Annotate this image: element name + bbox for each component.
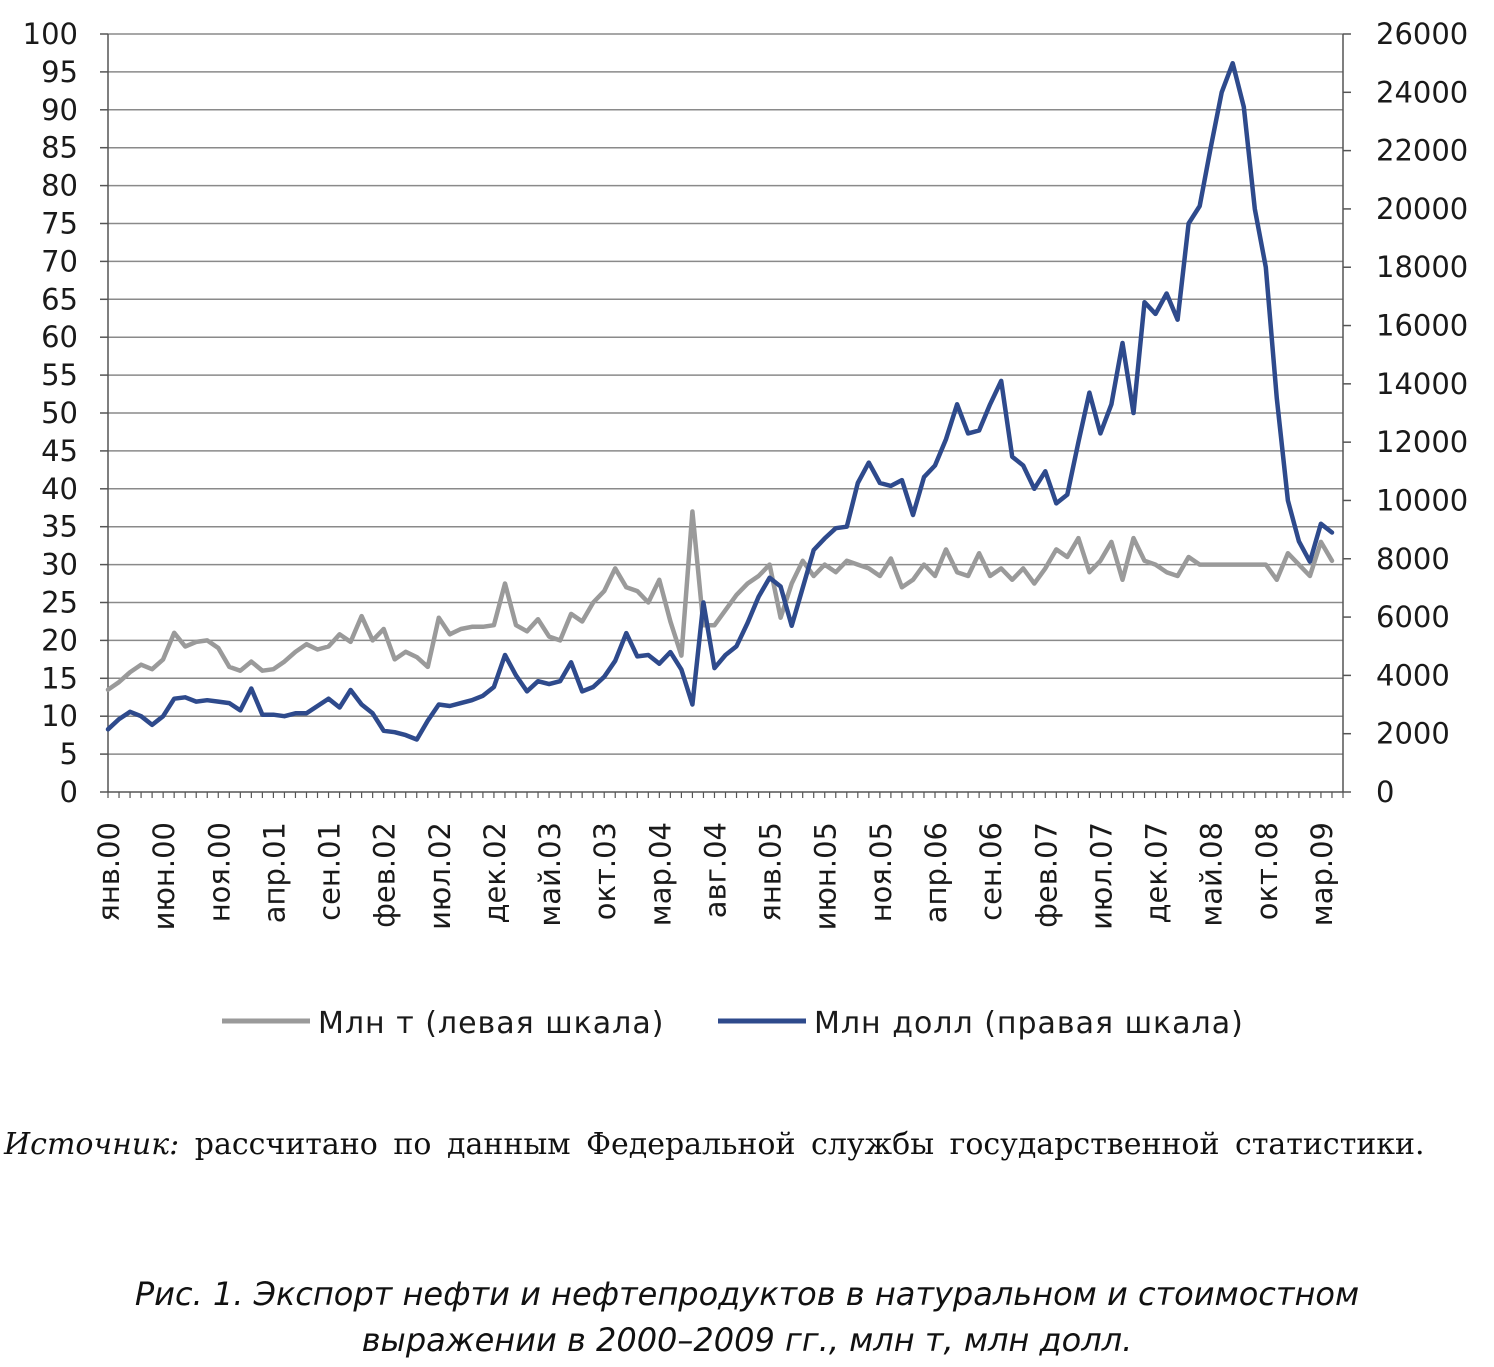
- right-tick-label: 24000: [1376, 75, 1468, 109]
- series-line-2: [105, 60, 1335, 742]
- x-tick-label: дек.02: [478, 822, 512, 924]
- left-tick-label: 30: [41, 548, 78, 582]
- left-tick-label: 95: [41, 55, 78, 89]
- x-tick-label: июл.02: [423, 822, 457, 930]
- right-tick-label: 22000: [1376, 134, 1468, 168]
- left-tick-label: 100: [23, 17, 78, 51]
- left-tick-label: 80: [41, 169, 78, 203]
- left-tick-label: 0: [60, 775, 78, 809]
- legend-label: Млн долл (правая шкала): [814, 1006, 1244, 1041]
- left-tick-label: 40: [41, 472, 78, 506]
- right-tick-label: 16000: [1376, 309, 1468, 343]
- x-tick-label: ноя.00: [202, 822, 236, 922]
- right-tick-label: 0: [1376, 775, 1394, 809]
- left-tick-label: 35: [41, 510, 78, 544]
- right-tick-label: 4000: [1376, 658, 1450, 692]
- x-tick-label: дек.07: [1140, 822, 1174, 924]
- series-line-1: [105, 509, 1335, 692]
- x-tick-label: июн.00: [147, 822, 181, 930]
- right-tick-label: 20000: [1376, 192, 1468, 226]
- left-tick-label: 55: [41, 358, 78, 392]
- right-tick-label: 12000: [1376, 425, 1468, 459]
- x-tick-label: сен.01: [313, 822, 347, 921]
- x-tick-label: июн.05: [809, 822, 843, 930]
- x-tick-label: фев.07: [1029, 822, 1063, 928]
- right-tick-label: 26000: [1376, 17, 1468, 51]
- x-tick-label: апр.06: [919, 822, 953, 923]
- left-tick-label: 45: [41, 434, 78, 468]
- left-tick-label: 20: [41, 623, 78, 657]
- right-tick-label: 8000: [1376, 542, 1450, 576]
- x-tick-label: янв.05: [754, 822, 788, 922]
- left-tick-label: 5: [60, 737, 78, 771]
- right-tick-label: 18000: [1376, 250, 1468, 284]
- x-tick-label: авг.04: [698, 822, 732, 918]
- left-tick-label: 60: [41, 320, 78, 354]
- x-axis: янв.00 июн.00 ноя.00 апр.01 сен.01 фев.02 июл.…: [92, 791, 1344, 930]
- right-tick-label: 14000: [1376, 367, 1468, 401]
- left-tick-label: 85: [41, 131, 78, 165]
- left-tick-label: 10: [41, 699, 78, 733]
- left-tick-label: 25: [41, 586, 78, 620]
- x-tick-label: окт.03: [588, 822, 622, 920]
- right-tick-label: 10000: [1376, 483, 1468, 517]
- x-tick-label: сен.06: [974, 822, 1008, 921]
- left-tick-label: 90: [41, 93, 78, 127]
- x-tick-label: янв.00: [92, 822, 126, 922]
- left-tick-label: 15: [41, 661, 78, 695]
- x-tick-label: мар.09: [1305, 822, 1339, 926]
- x-tick-label: фев.02: [368, 822, 402, 928]
- source-label: Источник:: [4, 1127, 180, 1162]
- x-tick-label: май.03: [533, 822, 567, 927]
- left-tick-label: 50: [41, 396, 78, 430]
- right-axis: 0 2000 4000 6000 8000 10000 12000 14000 16000 180…: [1342, 17, 1468, 809]
- legend: Млн т (левая шкала) Млн долл (правая шкал…: [222, 1006, 1244, 1041]
- left-tick-label: 75: [41, 207, 78, 241]
- caption-line-2: выражении в 2000–2009 гг., млн т, млн до…: [361, 1321, 1133, 1359]
- left-tick-label: 70: [41, 244, 78, 278]
- x-tick-label: июл.07: [1084, 822, 1118, 930]
- legend-label: Млн т (левая шкала): [318, 1006, 664, 1041]
- x-tick-label: окт.08: [1250, 822, 1284, 920]
- series-lines: [105, 60, 1335, 742]
- caption-line-1: Рис. 1. Экспорт нефти и нефтепродуктов в…: [134, 1275, 1360, 1313]
- x-tick-label: мар.04: [643, 822, 677, 926]
- left-tick-label: 65: [41, 282, 78, 316]
- x-tick-label: апр.01: [257, 822, 291, 923]
- figure-caption: Рис. 1. Экспорт нефти и нефтепродуктов в…: [0, 1271, 1494, 1363]
- right-tick-label: 6000: [1376, 600, 1450, 634]
- source-note: Источник: рассчитано по данным Федеральн…: [4, 1122, 1442, 1168]
- x-tick-label: май.08: [1195, 822, 1229, 927]
- x-tick-label: ноя.05: [864, 822, 898, 922]
- right-tick-label: 2000: [1376, 717, 1450, 751]
- source-text: рассчитано по данным Федеральной службы …: [179, 1127, 1425, 1162]
- gridlines: [108, 33, 1343, 755]
